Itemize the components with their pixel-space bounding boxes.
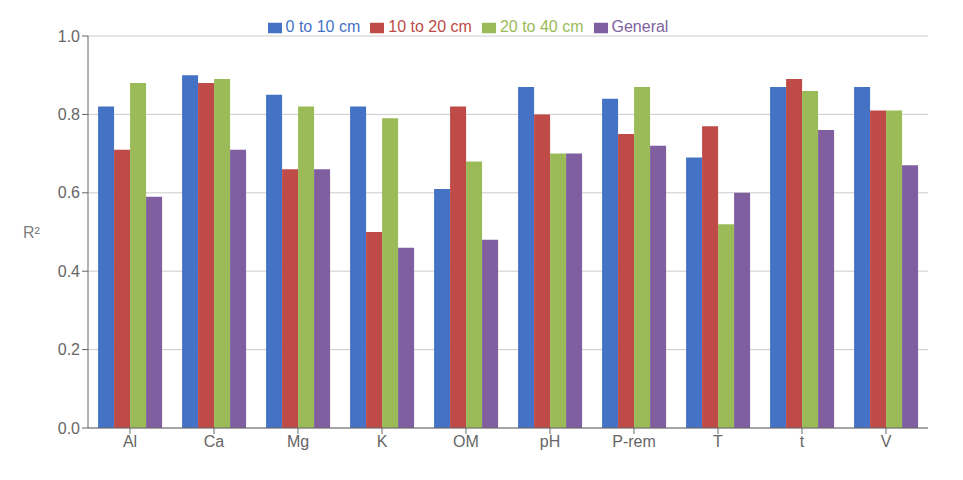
html-text:General: General — [611, 18, 669, 35]
svg-text:0.4: 0.4 — [58, 263, 80, 280]
svg-text:pH: pH — [540, 433, 560, 450]
svg-text:0.0: 0.0 — [58, 420, 80, 437]
svg-text:0.8: 0.8 — [58, 106, 80, 123]
html-text:10 to 20 cm: 10 to 20 cm — [388, 18, 472, 35]
svg-text:0.2: 0.2 — [58, 341, 80, 358]
svg-text:R²: R² — [23, 224, 41, 241]
svg-text:0.6: 0.6 — [58, 184, 80, 201]
svg-text:P-rem: P-rem — [612, 433, 656, 450]
svg-text:Al: Al — [123, 433, 137, 450]
html-text:0 to 10 cm: 0 to 10 cm — [285, 18, 361, 35]
svg-text:T: T — [713, 433, 723, 450]
html-text:20 to 40 cm: 20 to 40 cm — [499, 18, 584, 35]
svg-text:OM: OM — [453, 433, 479, 450]
svg-text:V: V — [881, 433, 892, 450]
svg-text:K: K — [377, 433, 388, 450]
svg-text:Mg: Mg — [287, 433, 309, 450]
svg-text:1.0: 1.0 — [58, 28, 80, 45]
svg-text:t: t — [800, 433, 805, 450]
svg-text:Ca: Ca — [204, 433, 225, 450]
